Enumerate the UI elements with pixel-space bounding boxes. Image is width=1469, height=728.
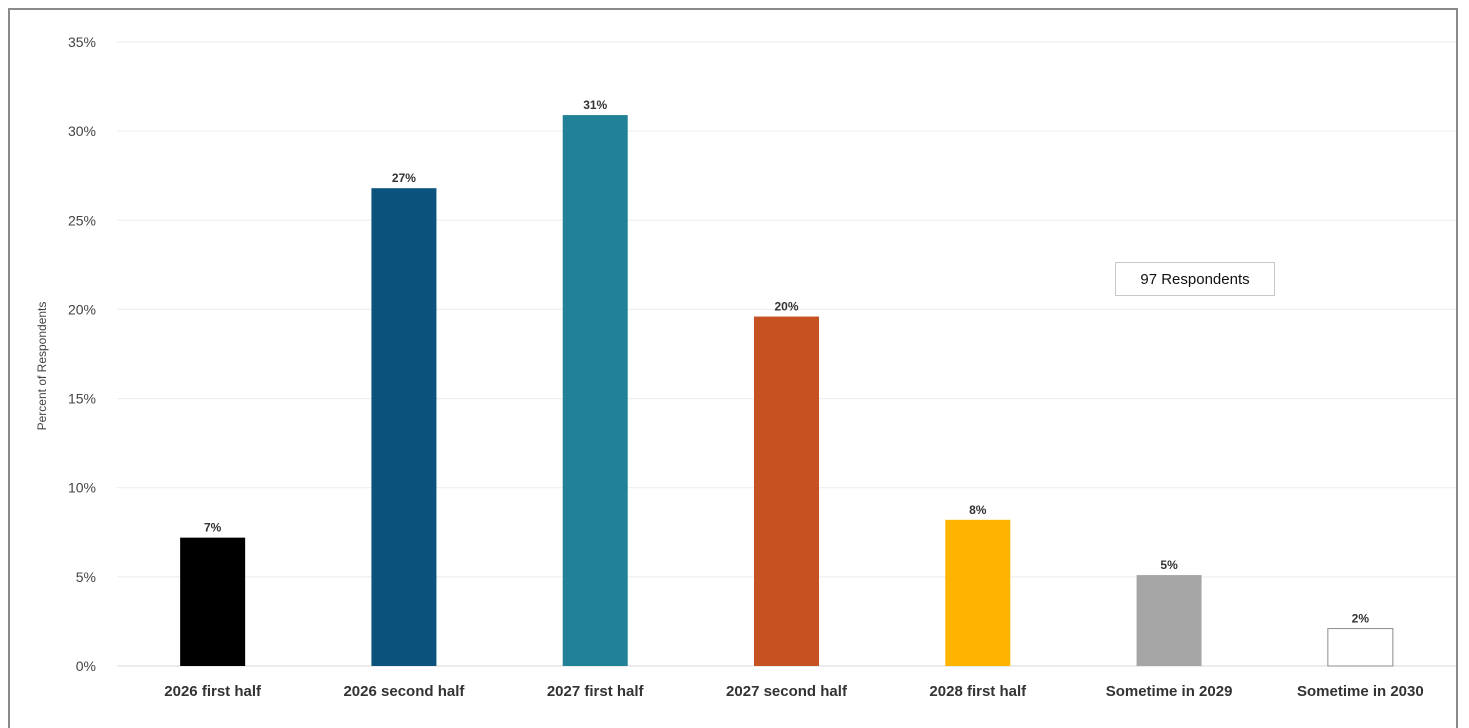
x-category-label: 2026 first half [164,683,262,700]
y-tick-label: 0% [76,658,96,674]
y-axis-title: Percent of Respondents [35,302,49,431]
data-label: 8% [969,503,987,517]
bar [562,115,628,666]
bar [754,316,819,666]
bar [1327,628,1394,667]
y-tick-label: 10% [68,480,96,496]
x-axis-category-labels: 2026 first half 2026 second half 2027 firs… [164,683,1423,700]
data-label: 5% [1160,558,1178,572]
x-category-label: 2028 first half [929,683,1027,700]
data-label: 27% [392,171,416,185]
chart-frame: 0% 5% 10% 15% 20% 25% 30% 35% 7% 27% 31% 20% 8% 5% 2%… [8,8,1458,728]
data-label: 31% [583,98,607,112]
data-label: 2% [1352,612,1370,626]
x-category-label: 2027 second half [726,683,848,700]
y-tick-label: 15% [68,391,96,407]
bar-chart: 0% 5% 10% 15% 20% 25% 30% 35% 7% 27% 31% 20% 8% 5% 2%… [35,34,1456,700]
x-category-label: Sometime in 2030 [1297,683,1424,700]
bar [371,188,437,667]
x-category-label: 2027 first half [547,683,645,700]
y-tick-label: 20% [68,301,96,317]
data-labels: 7% 27% 31% 20% 8% 5% 2% [204,98,1369,625]
x-category-label: 2026 second half [343,683,465,700]
bar [945,519,1011,666]
x-category-label: Sometime in 2029 [1106,683,1233,700]
bar [180,537,246,666]
bar [1136,575,1202,666]
bars [180,115,1394,667]
y-axis-tick-labels: 0% 5% 10% 15% 20% 25% 30% 35% [68,34,96,674]
y-tick-label: 35% [68,34,96,50]
y-tick-label: 5% [76,569,96,585]
y-tick-label: 30% [68,123,96,139]
respondents-annotation: 97 Respondents [1115,262,1275,296]
data-label: 20% [774,300,798,314]
data-label: 7% [204,521,222,535]
y-tick-label: 25% [68,212,96,228]
